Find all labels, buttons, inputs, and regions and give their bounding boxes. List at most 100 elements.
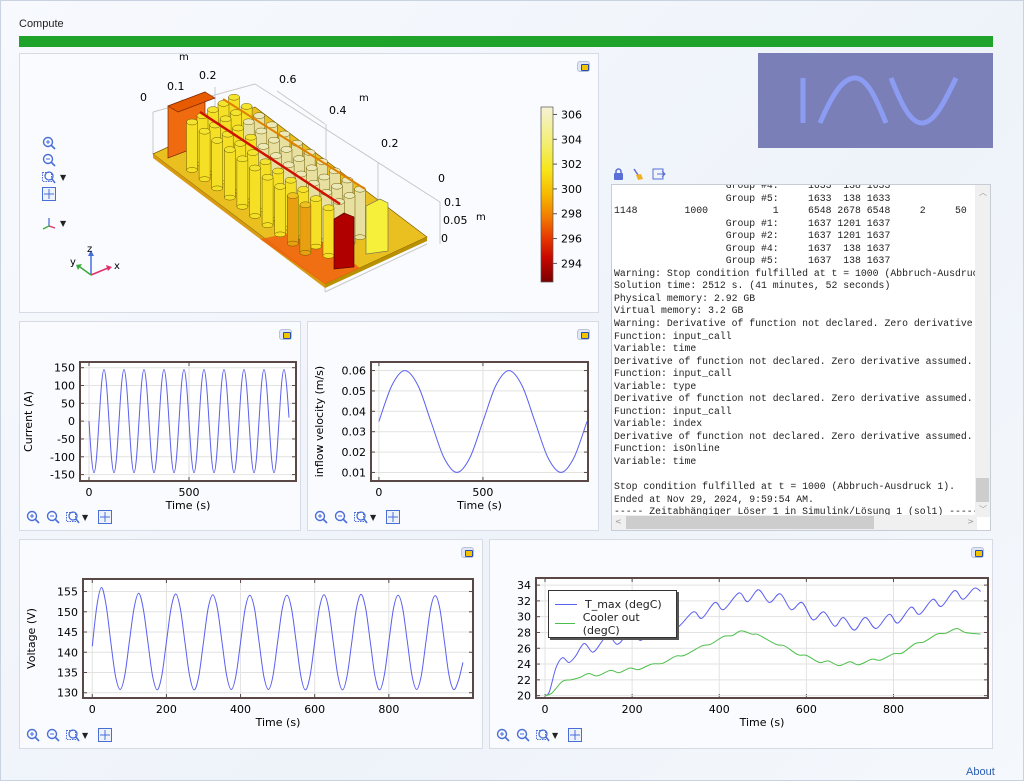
x-axis-label: Time (s) [456, 499, 502, 512]
log-horizontal-scrollbar[interactable]: < > [612, 515, 977, 530]
scroll-down-icon[interactable]: ﹀ [979, 505, 987, 514]
axis-unit-label: m [359, 93, 369, 104]
temperature-plot-panel[interactable]: 0 200 400 600 800 20 22 24 26 28 30 32 34 Time (s) T_… [489, 539, 993, 749]
zoom-out-icon[interactable] [46, 510, 60, 524]
scroll-left-icon[interactable]: < [615, 517, 622, 526]
line-chart[interactable]: 0 200 400 600 800 130 135 140 145 150 155 Time (s) V… [20, 540, 484, 750]
zoom-in-icon[interactable] [496, 728, 510, 742]
chevron-down-icon[interactable]: ▼ [370, 512, 377, 522]
zoom-extents-icon[interactable] [568, 728, 583, 742]
y-tick-label: 0.05 [342, 385, 367, 398]
zoom-in-icon[interactable] [314, 510, 328, 524]
zoom-extents-icon[interactable] [98, 510, 113, 524]
battery-cell [224, 146, 236, 201]
axis-tick-label: 0.05 [443, 214, 468, 227]
about-link[interactable]: About [966, 766, 995, 778]
zoom-extents-button[interactable] [42, 187, 56, 201]
axis-orientation-icon [42, 218, 56, 230]
y-tick-label: 0.06 [342, 365, 367, 378]
zoom-box-button[interactable]: ▼ [42, 170, 66, 184]
log-line: Ended at Nov 29, 2024, 9:59:54 AM. [614, 493, 814, 505]
iav-logo-mark [800, 75, 959, 126]
zoom-box-icon[interactable] [66, 510, 80, 524]
zoom-extents-icon[interactable] [386, 510, 401, 524]
x-tick-label: 500 [179, 486, 200, 499]
chevron-down-icon[interactable]: ▼ [82, 512, 89, 522]
scroll-right-icon[interactable]: > [967, 517, 974, 526]
y-tick-label: 50 [61, 397, 75, 410]
log-vertical-scrollbar[interactable]: ︿ ﹀ [975, 185, 990, 517]
zoom-box-icon[interactable] [354, 510, 368, 524]
zoom-out-button[interactable] [42, 153, 56, 167]
plot-toolbar: ▼ [26, 510, 113, 524]
3d-view-panel[interactable]: m 0 0.1 0.2 0.6 m 0.4 0.2 0 0.1 0.05 m 0… [19, 53, 599, 313]
battery-cells [167, 91, 389, 270]
y-axis-label: Voltage (V) [25, 608, 38, 669]
y-tick-label: 34 [517, 579, 531, 592]
line-chart[interactable]: 0 500 -150 -100 -50 0 50 100 150 Time (s) Current … [20, 322, 302, 532]
legend-swatch [555, 623, 575, 624]
y-axis-label: inflow velocity (m/s) [313, 366, 326, 477]
zoom-in-icon [42, 136, 56, 150]
zoom-box-icon [42, 171, 56, 184]
camera-icon[interactable] [577, 329, 590, 340]
battery-cell [322, 204, 335, 259]
x-tick-label: 0 [375, 486, 382, 499]
log-line: Function: input_call [614, 405, 732, 417]
voltage-plot-panel[interactable]: 0 200 400 600 800 130 135 140 145 150 155 Time (s) V… [19, 539, 483, 749]
log-line: ----- Zeitabhängiger Löser 1 in Simulink… [614, 506, 979, 518]
y-tick-label: 0.04 [342, 405, 367, 418]
log-line: Physical memory: 2.92 GB [614, 292, 756, 304]
log-line: Group #1: 1637 1201 1637 [614, 217, 891, 229]
log-text: Group #4: 1633 138 1633 Group #5: 1633 1… [614, 185, 990, 519]
chevron-down-icon[interactable]: ▼ [552, 730, 559, 740]
zoom-out-icon[interactable] [516, 728, 530, 742]
zoom-in-icon[interactable] [26, 510, 40, 524]
x-tick-label: 400 [230, 703, 251, 716]
camera-icon[interactable] [461, 547, 474, 558]
log-line: Function: input_call [614, 368, 732, 380]
zoom-extents-icon[interactable] [98, 728, 113, 742]
log-line: Variable: time [614, 456, 697, 468]
x-tick-label: 0 [86, 486, 93, 499]
velocity-plot-panel[interactable]: 0 500 0.01 0.02 0.03 0.04 0.05 0.06 Time (s) infl… [307, 321, 599, 531]
log-line: Variable: time [614, 343, 697, 355]
line-chart[interactable]: 0 200 400 600 800 20 22 24 26 28 30 32 34 Time (s) [490, 540, 994, 750]
line-chart[interactable]: 0 500 0.01 0.02 0.03 0.04 0.05 0.06 Time (s) infl… [308, 322, 600, 532]
view-orientation-button[interactable]: ▼ [42, 216, 66, 230]
axis-unit-label: m [476, 212, 486, 223]
axis-tick-label: 0 [441, 232, 448, 245]
chevron-down-icon[interactable]: ▼ [60, 218, 67, 228]
zoom-in-button[interactable] [42, 136, 56, 150]
chevron-down-icon[interactable]: ▼ [60, 172, 67, 182]
y-tick-label: 130 [57, 687, 78, 700]
colorbar-tick-label: 302 [561, 158, 582, 171]
lock-icon[interactable] [613, 168, 624, 180]
scroll-thumb[interactable] [976, 478, 989, 502]
camera-icon[interactable] [279, 329, 292, 340]
zoom-out-icon[interactable] [46, 728, 60, 742]
zoom-box-icon[interactable] [66, 728, 80, 742]
scroll-up-icon[interactable]: ︿ [979, 188, 987, 197]
colorbar-tick-label: 298 [561, 208, 582, 221]
current-plot-panel[interactable]: 0 500 -150 -100 -50 0 50 100 150 Time (s) Current … [19, 321, 301, 531]
zoom-box-icon[interactable] [536, 728, 550, 742]
clear-broom-icon[interactable] [632, 168, 644, 180]
compute-title: Compute [19, 18, 64, 30]
export-icon[interactable] [652, 168, 666, 180]
colorbar-ticks: 306 304 302 300 298 296 294 [553, 108, 582, 270]
log-line: Stop condition fulfilled at t = 1000 (Ab… [614, 481, 955, 493]
camera-icon[interactable] [971, 547, 984, 558]
3d-model-view[interactable]: m 0 0.1 0.2 0.6 m 0.4 0.2 0 0.1 0.05 m 0… [20, 54, 600, 314]
log-output[interactable]: Group #4: 1633 138 1633 Group #5: 1633 1… [611, 184, 991, 531]
scroll-thumb[interactable] [626, 516, 874, 529]
battery-cell [249, 164, 261, 219]
zoom-out-icon[interactable] [334, 510, 348, 524]
log-line [614, 469, 990, 482]
camera-icon[interactable] [577, 61, 590, 72]
axis-tick-label: 0 [438, 172, 445, 185]
zoom-in-icon[interactable] [26, 728, 40, 742]
y-tick-label: 26 [517, 642, 531, 655]
chevron-down-icon[interactable]: ▼ [82, 730, 89, 740]
